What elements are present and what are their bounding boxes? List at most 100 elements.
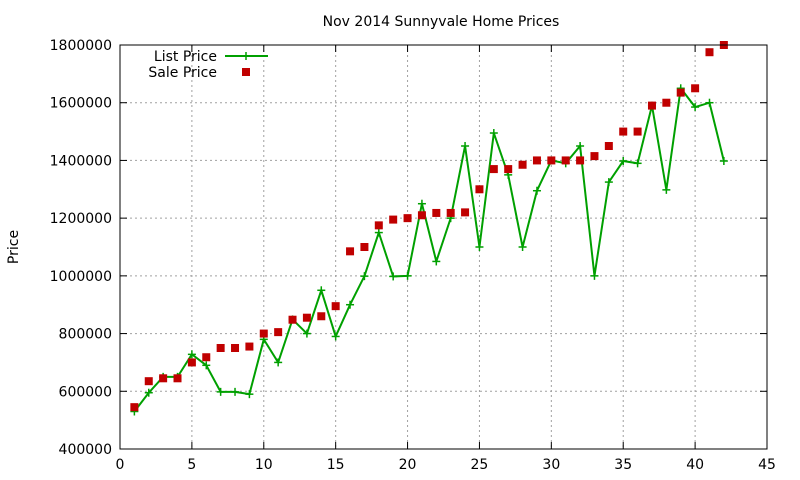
list-price-point <box>576 142 585 150</box>
x-tick-label: 45 <box>758 457 776 473</box>
sale-price-point <box>461 208 470 217</box>
sale-price-point <box>705 48 714 57</box>
list-price-point <box>302 329 311 338</box>
x-tick-label: 15 <box>327 457 345 473</box>
sale-price-point <box>202 353 211 362</box>
list-price-point <box>389 272 398 281</box>
list-price-point <box>691 103 700 112</box>
list-price-point <box>331 332 340 341</box>
list-price-point <box>187 350 196 359</box>
list-price-point <box>633 159 642 168</box>
list-price-point <box>475 243 484 251</box>
list-price-point <box>346 300 355 309</box>
y-tick-label: 600000 <box>59 384 112 400</box>
y-axis-label: Price <box>6 230 22 264</box>
y-tick-label: 1600000 <box>50 96 112 112</box>
sale-price-point <box>647 101 656 110</box>
sale-price-point <box>288 315 297 324</box>
list-price-point <box>590 271 599 280</box>
sale-price-point <box>417 211 426 220</box>
sale-price-point <box>532 156 541 165</box>
sale-price-point <box>216 344 225 352</box>
sale-price-point <box>432 208 441 217</box>
sale-price-point <box>187 358 196 367</box>
sale-price-point <box>245 342 254 351</box>
x-tick-label: 35 <box>614 457 632 473</box>
list-price-point <box>705 98 714 107</box>
sale-price-point <box>489 165 498 174</box>
x-tick-label: 0 <box>116 457 125 473</box>
list-price-point <box>144 388 153 397</box>
sale-price-point <box>302 313 311 322</box>
list-price-point <box>245 390 254 399</box>
list-price-point <box>202 361 211 370</box>
y-tick-label: 1200000 <box>50 211 112 227</box>
sale-price-point <box>331 302 340 311</box>
list-price-point <box>360 272 369 281</box>
legend-label-list-price: List Price <box>154 49 217 65</box>
sale-price-point <box>274 328 283 337</box>
y-tick-label: 1400000 <box>50 153 112 169</box>
grid-lines <box>120 45 767 449</box>
sale-price-point <box>662 98 671 107</box>
sale-price-point <box>504 165 513 174</box>
x-tick-label: 5 <box>187 457 196 473</box>
y-tick-label: 800000 <box>59 327 112 343</box>
x-tick-label: 40 <box>686 457 704 473</box>
sale-price-point <box>446 208 455 217</box>
sale-price-point <box>518 160 527 169</box>
x-tick-label: 25 <box>471 457 489 473</box>
sale-price-point <box>231 344 240 352</box>
axis-ticks: 0 5 10 15 20 25 30 35 40 45 400000 600000 800000 1000… <box>50 38 776 473</box>
sale-price-point <box>130 403 139 412</box>
sale-price-point <box>633 127 642 136</box>
sale-price-point <box>475 185 484 194</box>
sale-price-point <box>691 84 700 93</box>
sale-price-point <box>547 156 556 165</box>
chart-title: Nov 2014 Sunnyvale Home Prices <box>323 14 560 30</box>
sale-price-point <box>144 377 153 386</box>
y-tick-label: 1800000 <box>50 38 112 54</box>
legend-swatch-sale-price <box>242 68 250 76</box>
list-price-point <box>532 186 541 195</box>
plot-frame <box>119 44 768 450</box>
sale-price-point <box>173 374 182 383</box>
list-price-point <box>274 358 283 367</box>
list-price-point <box>216 387 225 396</box>
list-price-point <box>719 157 728 166</box>
list-price-point <box>489 129 498 138</box>
list-price-point <box>403 271 412 280</box>
list-price-point <box>619 157 628 166</box>
sale-price-point <box>346 247 355 256</box>
list-price-point <box>231 387 240 396</box>
sale-price-point <box>159 374 168 383</box>
sale-price-point <box>604 142 613 150</box>
sale-price-point <box>317 312 326 321</box>
list-price-point <box>374 228 383 237</box>
y-tick-label: 1000000 <box>50 269 112 285</box>
sale-price-point <box>259 329 268 338</box>
list-price-point <box>432 257 441 266</box>
sale-price-point <box>374 221 383 230</box>
list-price-line <box>133 85 725 413</box>
series-layer <box>130 41 728 416</box>
sale-price-point <box>676 88 685 97</box>
list-price-point <box>518 243 527 251</box>
sale-price-point <box>576 156 585 165</box>
sale-price-point <box>403 214 412 223</box>
sale-price-point <box>590 152 599 161</box>
x-tick-label: 30 <box>542 457 560 473</box>
sale-price-point <box>619 127 628 136</box>
list-price-point <box>662 185 671 194</box>
sale-price-point <box>389 215 398 224</box>
sale-price-point <box>561 156 570 165</box>
y-tick-label: 400000 <box>59 442 112 458</box>
x-tick-label: 10 <box>255 457 273 473</box>
list-price-point <box>317 286 326 295</box>
list-price-point <box>461 142 470 150</box>
x-tick-label: 20 <box>399 457 417 473</box>
list-price-point <box>417 199 426 208</box>
legend-label-sale-price: Sale Price <box>148 65 217 81</box>
